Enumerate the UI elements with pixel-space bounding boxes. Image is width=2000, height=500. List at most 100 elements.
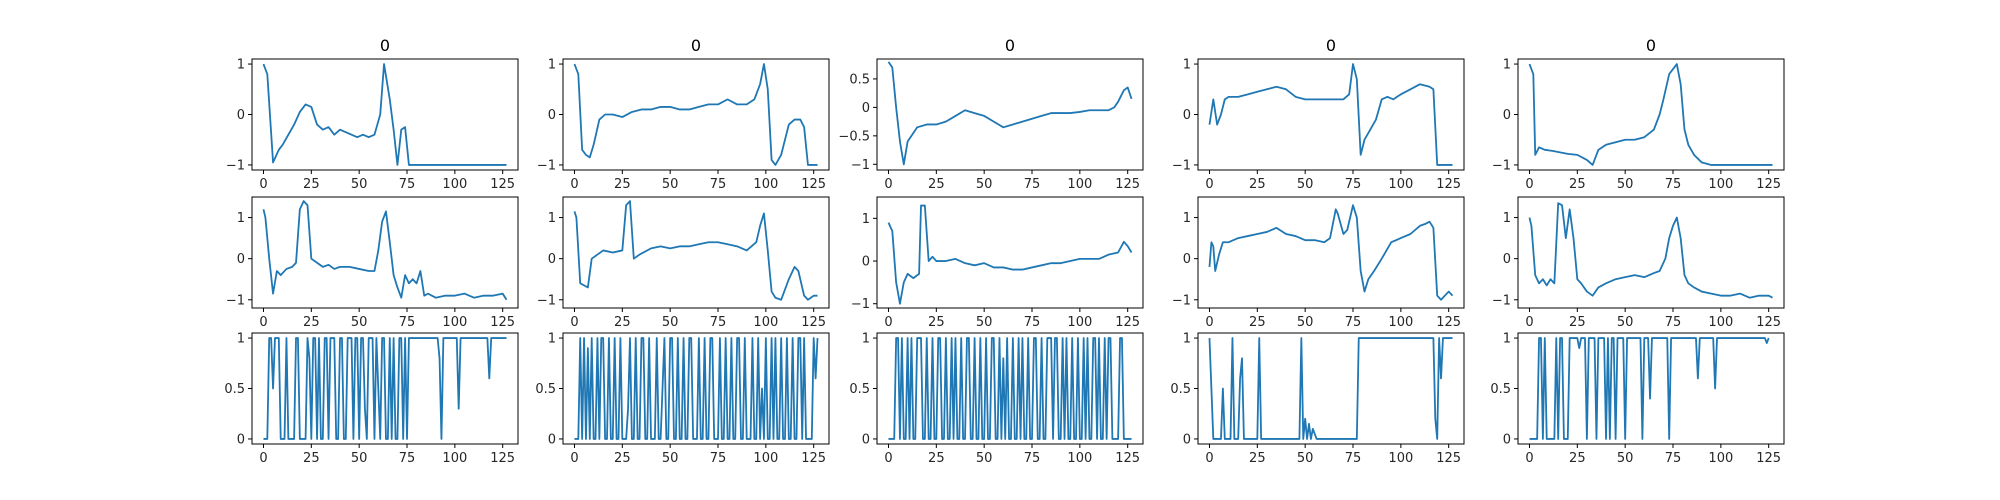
x-tick-label: 50 [351,177,368,192]
x-tick-label: 50 [662,177,679,192]
x-tick-label: 25 [1249,451,1266,466]
y-tick-label: −1 [1492,293,1511,308]
x-tick-label: 75 [1345,451,1362,466]
x-tick-label: 125 [1436,451,1461,466]
series-line [887,61,1133,166]
series-line [1208,337,1453,440]
series-line [1528,63,1773,166]
x-tick-label: 25 [303,451,320,466]
subplot-title: 0 [691,36,701,55]
subplot-r1-c0: 0 25 50 75 100 125 −1 0 1 [226,196,519,330]
x-tick-label: 100 [1708,177,1733,192]
x-tick-label: 125 [1756,451,1781,466]
x-tick-label: 0 [884,451,892,466]
axes-frame [562,196,830,309]
x-tick-label: 25 [1569,315,1586,330]
series-line [1208,204,1454,301]
y-tick-label: 1 [548,332,556,347]
x-tick-label: 25 [928,315,945,330]
subplot-r0-c1: 0 25 50 75 100 125 −1 0 1 0 [537,36,830,192]
subplot-r1-c4: 0 25 50 75 100 125 −1 0 1 [1492,196,1785,330]
subplot-r0-c3: 0 25 50 75 100 125 −1 0 1 0 [1172,36,1465,192]
series-line [1528,202,1773,299]
x-tick-label: 75 [399,315,416,330]
x-tick-label: 50 [1617,315,1634,330]
y-tick-label: 1 [862,212,870,227]
series-line [888,337,1132,440]
x-tick-label: 50 [662,315,679,330]
series-line [573,63,818,166]
x-tick-label: 100 [442,315,467,330]
x-tick-label: 25 [614,451,631,466]
x-tick-label: 0 [570,315,578,330]
x-tick-label: 125 [1756,177,1781,192]
subplot-r2-c0: 0 25 50 75 100 125 0 0.5 1 [224,332,519,466]
y-tick-label: −1 [1172,293,1191,308]
x-tick-label: 125 [1436,315,1461,330]
y-tick-label: 0 [237,252,245,267]
y-tick-label: 0 [548,108,556,123]
y-tick-label: −1 [537,158,556,173]
x-tick-label: 125 [801,451,826,466]
x-tick-label: 50 [1297,315,1314,330]
x-tick-label: 50 [976,177,993,192]
y-tick-label: 1 [237,58,245,73]
y-tick-label: −1 [226,293,245,308]
x-tick-label: 75 [710,177,727,192]
x-tick-label: 0 [259,451,267,466]
y-tick-label: 0 [1183,108,1191,123]
x-tick-label: 0 [884,315,892,330]
subplot-r2-c1: 0 25 50 75 100 125 0 0.5 1 [535,332,830,466]
x-tick-label: 50 [351,315,368,330]
x-tick-label: 25 [1249,315,1266,330]
x-tick-label: 0 [1205,315,1213,330]
x-tick-label: 125 [490,451,515,466]
subplot-r1-c2: 0 25 50 75 100 125 −1 0 1 [851,196,1144,330]
y-tick-label: −1 [537,293,556,308]
x-tick-label: 75 [1665,315,1682,330]
x-tick-label: 50 [976,451,993,466]
axes-frame [1517,196,1785,309]
y-tick-label: 0.5 [1490,382,1511,397]
series-line [263,337,507,440]
y-tick-label: 0 [862,101,870,116]
subplot-r2-c2: 0 25 50 75 100 125 0 0.5 1 [849,332,1144,466]
y-tick-label: −1 [851,297,870,312]
series-line [573,200,818,301]
x-tick-label: 0 [1525,177,1533,192]
x-tick-label: 75 [1665,177,1682,192]
x-tick-label: 75 [1665,451,1682,466]
y-tick-label: 0.5 [849,72,870,87]
y-tick-label: 0 [237,108,245,123]
x-tick-label: 0 [259,315,267,330]
y-tick-label: 1 [548,211,556,226]
subplot-title: 0 [1326,36,1336,55]
x-tick-label: 25 [1569,451,1586,466]
x-tick-label: 50 [1617,451,1634,466]
x-tick-label: 75 [1024,177,1041,192]
x-tick-label: 25 [303,177,320,192]
y-tick-label: −1 [851,158,870,173]
x-tick-label: 100 [442,177,467,192]
subplot-r2-c3: 0 25 50 75 100 125 0 0.5 1 [1170,332,1465,466]
x-tick-label: 0 [570,451,578,466]
x-tick-label: 125 [490,177,515,192]
x-tick-label: 125 [1115,451,1140,466]
y-tick-label: −0.5 [838,129,870,144]
axes-frame [251,196,519,309]
y-tick-label: 1 [1183,58,1191,73]
y-tick-label: 0.5 [535,382,556,397]
y-tick-label: 1 [1503,332,1511,347]
series-line [262,63,507,166]
y-tick-label: 0 [1503,432,1511,447]
y-tick-label: 1 [237,211,245,226]
subplot-r2-c4: 0 25 50 75 100 125 0 0.5 1 [1490,332,1785,466]
x-tick-label: 100 [753,177,778,192]
series-line [262,200,508,301]
x-tick-label: 75 [1345,177,1362,192]
series-line [1208,63,1453,166]
y-tick-label: 1 [237,332,245,347]
y-tick-label: 0 [1183,252,1191,267]
x-tick-label: 0 [1205,177,1213,192]
